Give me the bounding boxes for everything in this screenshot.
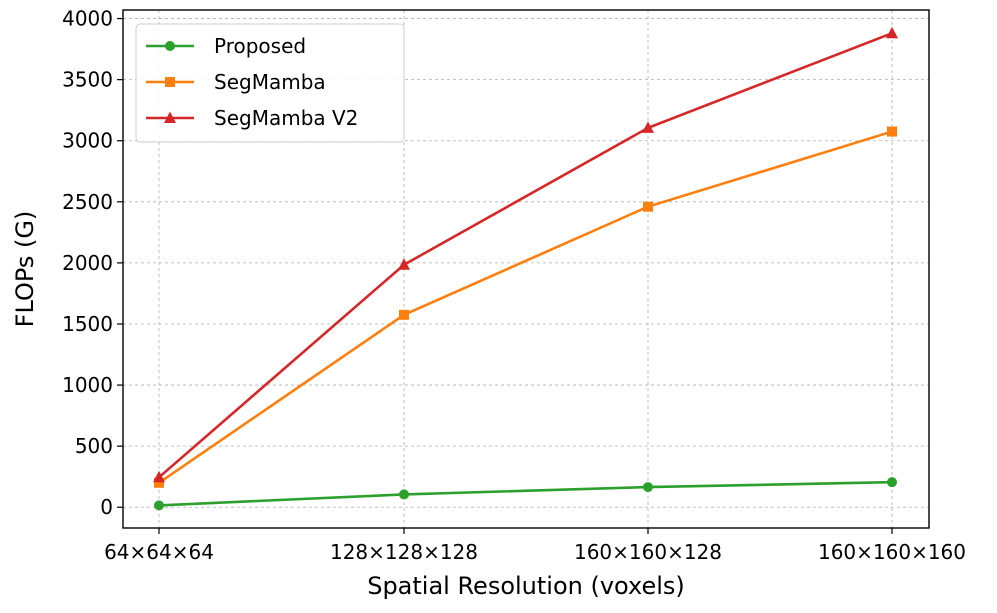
x-tick-label: 64×64×64 <box>104 540 214 564</box>
series-proposed <box>154 477 897 511</box>
legend-label: SegMamba V2 <box>214 106 358 130</box>
y-tick-label: 1500 <box>62 312 113 336</box>
y-tick-label: 500 <box>75 434 113 458</box>
data-point-proposed <box>399 489 409 500</box>
x-tick-label: 128×128×128 <box>330 540 478 564</box>
series-line-segmamba-v2 <box>158 32 893 479</box>
plot-frame <box>122 9 930 529</box>
ticks: 64×64×64 128×128×128 160×160×128 160×160×16… <box>62 7 966 564</box>
legend-label: SegMamba <box>214 70 326 94</box>
legend-marker <box>165 41 175 51</box>
legend-item-segmamba: SegMamba <box>146 70 326 94</box>
data-point-segmamba <box>643 201 653 212</box>
data-point-proposed <box>887 477 897 488</box>
legend-item-proposed: Proposed <box>146 34 306 58</box>
data-point-segmamba-v2 <box>642 121 654 133</box>
data-point-segmamba <box>154 477 164 488</box>
legend: Proposed SegMamba SegMamba V2 <box>135 23 405 143</box>
data-point-segmamba-v2 <box>398 258 410 270</box>
y-tick-label: 1000 <box>62 373 113 397</box>
legend-marker <box>165 77 175 87</box>
x-tick-label: 160×160×160 <box>818 540 966 564</box>
data-point-proposed <box>643 482 653 493</box>
y-tick-label: 3000 <box>62 129 113 153</box>
y-tick-label: 4000 <box>62 7 113 31</box>
series-segmamba-v2 <box>153 26 898 483</box>
y-tick-label: 0 <box>100 495 113 519</box>
legend-box <box>135 23 405 143</box>
data-point-segmamba-v2 <box>886 26 898 39</box>
data-point-proposed <box>154 500 164 511</box>
data-point-segmamba <box>887 126 897 137</box>
y-axis-label: FLOPs (G) <box>11 211 39 328</box>
series-segmamba <box>154 126 897 488</box>
y-tick-label: 3500 <box>62 68 113 92</box>
legend-marker <box>164 111 176 123</box>
y-tick-label: 2000 <box>62 251 113 275</box>
data-point-segmamba-v2 <box>153 470 165 483</box>
series-layer <box>153 26 898 511</box>
series-line-proposed <box>158 480 893 507</box>
data-point-segmamba <box>399 309 409 320</box>
legend-label: Proposed <box>214 34 306 58</box>
legend-item-segmamba-v2: SegMamba V2 <box>146 106 358 130</box>
y-tick-label: 2500 <box>62 190 113 214</box>
x-axis-label: Spatial Resolution (voxels) <box>367 572 685 600</box>
x-tick-label: 160×160×128 <box>574 540 722 564</box>
series-line-segmamba <box>158 130 893 484</box>
